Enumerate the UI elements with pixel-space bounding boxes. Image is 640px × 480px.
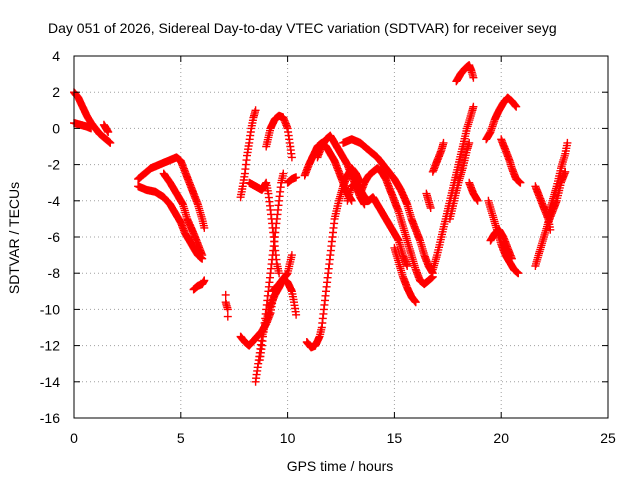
series-arc-13 [255, 169, 288, 365]
data-marker-trail [497, 135, 525, 187]
data-marker-trail [482, 93, 521, 144]
x-tick-label: 10 [280, 430, 296, 446]
series-arc-30 [482, 93, 521, 144]
x-axis-label: GPS time / hours [287, 458, 394, 474]
series-arc-5 [134, 182, 207, 263]
series-arc-28 [452, 61, 478, 86]
series-arc-15 [268, 274, 301, 319]
x-tick-label: 25 [600, 430, 616, 446]
x-tick-label: 15 [387, 430, 403, 446]
series-arc-16 [283, 173, 301, 187]
series-arc-21 [339, 135, 437, 278]
y-tick-label: -4 [48, 193, 61, 209]
y-tick-label: -2 [48, 157, 61, 173]
y-tick-label: -12 [40, 338, 60, 354]
y-tick-label: 4 [52, 48, 60, 64]
series-arc-27 [445, 138, 474, 223]
data-marker-trail [268, 274, 301, 319]
y-tick-label: 0 [52, 120, 60, 136]
series-arc-23 [390, 243, 420, 307]
x-tick-label: 5 [177, 430, 185, 446]
series-arc-26 [422, 189, 435, 212]
series-arc-14 [262, 111, 296, 162]
series-arc-36 [544, 138, 572, 220]
data-marker-trail [134, 182, 207, 263]
data-marker-trail [134, 153, 209, 232]
series-arc-9 [236, 106, 260, 202]
data-points [70, 61, 572, 386]
data-marker-trail [99, 120, 113, 136]
series-arc-32 [486, 225, 516, 263]
x-tick-label: 20 [493, 430, 509, 446]
series-arc-8 [221, 290, 232, 321]
chart-title: Day 051 of 2026, Sidereal Day-to-day VTE… [48, 20, 557, 36]
data-marker-trail [236, 106, 260, 202]
y-tick-label: -14 [40, 374, 60, 390]
data-marker-trail [428, 138, 448, 176]
data-marker-trail [390, 243, 420, 307]
axis-ticks: 0 5 10 15 20 25 -16 -14 -12 -10 -8 -6 -4 -2 0 2 4 [40, 48, 616, 446]
data-marker-trail [283, 173, 301, 187]
y-tick-label: -10 [40, 301, 60, 317]
y-tick-label: -6 [48, 229, 61, 245]
data-marker-trail [221, 290, 232, 321]
data-marker-trail [159, 169, 207, 260]
data-marker-trail [428, 102, 478, 274]
series-arc-25 [428, 138, 448, 176]
y-tick-label: -8 [48, 265, 61, 281]
data-marker-trail [255, 169, 288, 365]
series-arc-33 [497, 135, 525, 187]
x-tick-label: 0 [70, 430, 78, 446]
data-marker-trail [262, 111, 296, 162]
y-tick-label: 2 [52, 84, 60, 100]
y-axis-label: SDTVAR / TECUs [6, 182, 22, 294]
data-marker-trail [486, 225, 516, 263]
series-arc-29 [465, 178, 482, 205]
data-marker-trail [422, 189, 435, 212]
series-arc-4 [134, 153, 209, 232]
series-arc-7 [189, 276, 209, 294]
series-arc-6 [159, 169, 207, 260]
data-marker-trail [339, 135, 437, 278]
series-arc-3 [99, 120, 113, 136]
data-marker-trail [356, 164, 437, 289]
data-marker-trail [452, 61, 478, 86]
data-marker-trail [189, 276, 209, 294]
data-marker-trail [465, 178, 482, 205]
series-arc-22 [356, 164, 437, 289]
data-marker-trail [544, 138, 572, 220]
y-tick-label: -16 [40, 410, 60, 426]
series-arc-24 [428, 102, 478, 274]
data-marker-trail [445, 138, 474, 223]
